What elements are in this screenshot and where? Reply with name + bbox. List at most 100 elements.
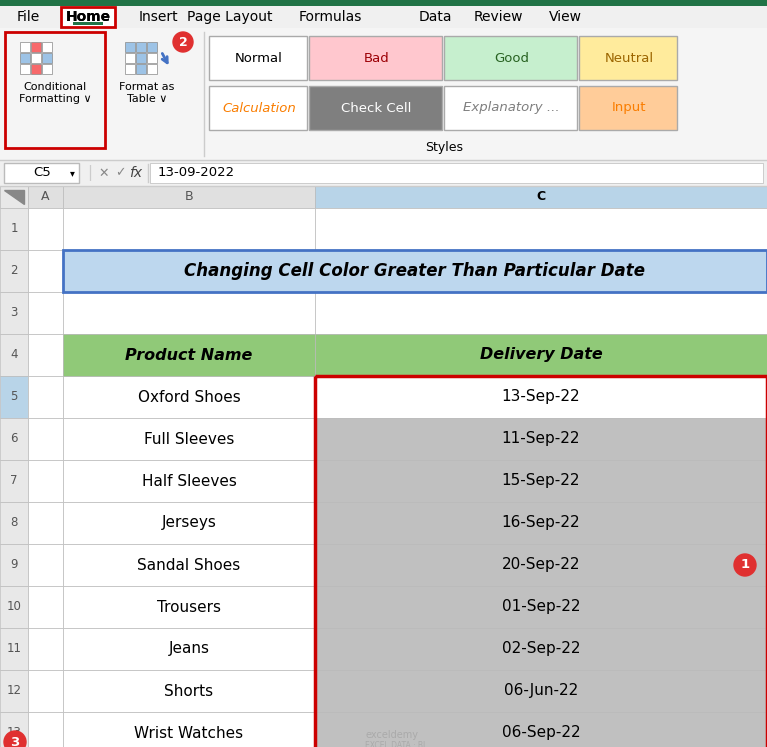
Bar xyxy=(209,36,307,80)
Bar xyxy=(0,712,28,747)
Bar xyxy=(42,53,52,63)
Text: Jeans: Jeans xyxy=(169,642,209,657)
Bar xyxy=(444,86,577,130)
Bar xyxy=(28,292,63,334)
Bar xyxy=(315,544,767,586)
Bar xyxy=(0,460,28,502)
Bar xyxy=(315,292,767,334)
Text: 3: 3 xyxy=(11,736,20,747)
Bar xyxy=(444,36,577,80)
Bar xyxy=(315,670,767,712)
Bar xyxy=(125,53,135,63)
Bar xyxy=(315,460,767,502)
Bar xyxy=(63,712,315,747)
Bar xyxy=(315,208,767,250)
Text: Changing Cell Color Greater Than Particular Date: Changing Cell Color Greater Than Particu… xyxy=(185,262,646,280)
Text: 6: 6 xyxy=(10,433,18,445)
Bar xyxy=(31,64,41,74)
Bar xyxy=(63,712,315,747)
Text: 16-Sep-22: 16-Sep-22 xyxy=(502,515,581,530)
Text: Half Sleeves: Half Sleeves xyxy=(142,474,236,489)
Bar xyxy=(63,460,315,502)
Bar xyxy=(209,86,307,130)
Text: 02-Sep-22: 02-Sep-22 xyxy=(502,642,581,657)
Text: 11: 11 xyxy=(6,642,21,656)
Bar xyxy=(63,376,315,418)
Bar xyxy=(136,64,146,74)
Text: Input: Input xyxy=(612,102,647,114)
Text: Review: Review xyxy=(473,10,523,24)
Text: Home: Home xyxy=(65,10,110,24)
Text: Normal: Normal xyxy=(235,52,283,64)
Text: 12: 12 xyxy=(6,684,21,698)
Bar xyxy=(0,208,28,250)
Bar xyxy=(136,53,146,63)
Text: Sandal Shoes: Sandal Shoes xyxy=(137,557,241,572)
Bar xyxy=(63,334,315,376)
Bar xyxy=(31,53,41,63)
Bar xyxy=(315,502,767,544)
Bar xyxy=(147,42,157,52)
Bar xyxy=(4,163,79,183)
Text: 7: 7 xyxy=(10,474,18,488)
Text: Page Layout: Page Layout xyxy=(187,10,273,24)
Bar xyxy=(315,586,767,628)
Bar xyxy=(125,64,135,74)
Bar xyxy=(63,460,315,502)
Text: 13: 13 xyxy=(7,727,21,740)
Bar xyxy=(63,376,315,418)
Text: Formulas: Formulas xyxy=(298,10,362,24)
Text: Home: Home xyxy=(65,10,110,24)
Text: ▾: ▾ xyxy=(70,168,74,178)
Text: View: View xyxy=(548,10,581,24)
Text: Product Name: Product Name xyxy=(125,347,252,362)
Bar xyxy=(315,334,767,376)
Bar xyxy=(63,544,315,586)
Bar xyxy=(0,670,28,712)
Bar xyxy=(315,418,767,460)
Bar xyxy=(315,628,767,670)
Text: 4: 4 xyxy=(10,349,18,362)
Bar xyxy=(315,712,767,747)
Text: Jerseys: Jerseys xyxy=(162,515,216,530)
Bar xyxy=(0,418,28,460)
Text: B: B xyxy=(185,190,193,203)
Polygon shape xyxy=(4,190,24,204)
Bar xyxy=(315,376,767,747)
Bar xyxy=(0,292,28,334)
Text: Formatting ∨: Formatting ∨ xyxy=(18,94,91,104)
Bar xyxy=(28,502,63,544)
Text: 13-09-2022: 13-09-2022 xyxy=(158,167,235,179)
Bar xyxy=(73,22,103,25)
Text: 06-Jun-22: 06-Jun-22 xyxy=(504,684,578,698)
Bar xyxy=(315,628,767,670)
Text: 06-Sep-22: 06-Sep-22 xyxy=(502,725,581,740)
Bar xyxy=(63,628,315,670)
Bar xyxy=(0,0,767,6)
Text: Wrist Watches: Wrist Watches xyxy=(134,725,244,740)
Text: Delivery Date: Delivery Date xyxy=(479,347,602,362)
Bar xyxy=(31,42,41,52)
Bar xyxy=(63,586,315,628)
Text: exceldemy: exceldemy xyxy=(365,730,418,740)
Bar xyxy=(28,376,63,418)
Bar xyxy=(0,586,28,628)
Text: ✓: ✓ xyxy=(115,167,125,179)
Text: Check Cell: Check Cell xyxy=(341,102,412,114)
Circle shape xyxy=(173,32,193,52)
Bar xyxy=(315,376,767,418)
Bar xyxy=(63,670,315,712)
Bar xyxy=(0,544,28,586)
Bar xyxy=(147,64,157,74)
Text: Shorts: Shorts xyxy=(164,684,213,698)
Text: fx: fx xyxy=(130,166,143,180)
Bar xyxy=(0,6,767,28)
Bar xyxy=(63,208,315,250)
Bar xyxy=(63,502,315,544)
Bar xyxy=(315,418,767,460)
Text: Styles: Styles xyxy=(425,141,463,155)
Text: 01-Sep-22: 01-Sep-22 xyxy=(502,600,581,615)
Bar xyxy=(63,418,315,460)
Bar xyxy=(0,186,28,208)
Text: 1: 1 xyxy=(10,223,18,235)
